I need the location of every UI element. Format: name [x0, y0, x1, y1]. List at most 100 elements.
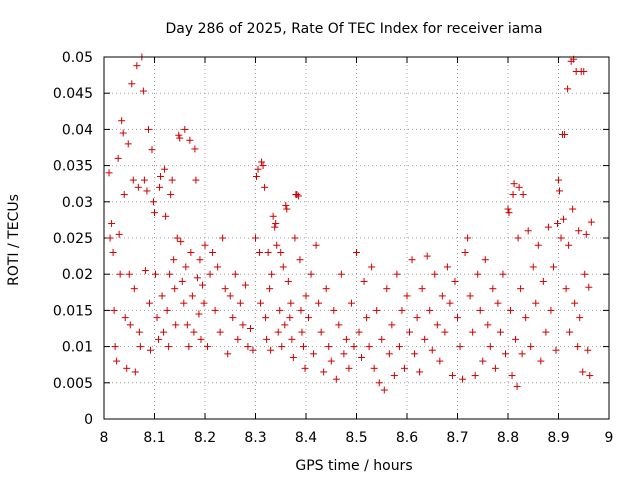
x-tick-label: 8.9 — [547, 430, 569, 446]
data-point — [479, 357, 487, 365]
data-point — [175, 131, 183, 139]
data-point — [149, 198, 157, 206]
data-point — [273, 241, 281, 249]
data-point — [236, 299, 244, 307]
data-point — [183, 321, 191, 329]
data-point — [140, 176, 148, 184]
y-tick-label: 0 — [84, 412, 93, 428]
data-point — [276, 306, 284, 314]
data-point — [330, 306, 338, 314]
data-point — [517, 285, 525, 293]
data-point — [131, 368, 139, 376]
y-tick-label: 0.04 — [62, 122, 93, 138]
data-point — [277, 248, 285, 256]
data-point — [315, 299, 323, 307]
data-point — [569, 205, 577, 213]
data-point — [167, 191, 175, 199]
data-point — [289, 353, 297, 361]
data-point — [286, 314, 294, 322]
data-point — [466, 292, 474, 300]
data-point — [574, 343, 582, 351]
data-point — [214, 263, 222, 271]
data-point — [244, 343, 252, 351]
data-point — [325, 343, 333, 351]
data-point — [216, 328, 224, 336]
axis-ticks: 8 8.1 8.2 8.3 8.4 8.5 8.6 8.7 8.8 8.9 9 0 0.005 0.01 0… — [53, 50, 614, 446]
data-point — [148, 146, 156, 154]
y-tick-label: 0.03 — [62, 195, 93, 211]
data-point — [283, 205, 291, 213]
data-point — [130, 285, 138, 293]
data-point — [110, 306, 118, 314]
x-tick-label: 8.2 — [194, 430, 216, 446]
data-point — [368, 263, 376, 271]
data-point — [139, 87, 147, 95]
data-point — [539, 277, 547, 285]
data-point — [537, 357, 545, 365]
data-point — [165, 343, 173, 351]
data-point — [529, 263, 537, 271]
data-point — [224, 350, 232, 358]
data-point — [269, 212, 277, 220]
data-point — [327, 357, 335, 365]
data-point — [198, 281, 206, 289]
data-point — [166, 270, 174, 278]
data-point — [143, 187, 151, 195]
data-point — [534, 241, 542, 249]
data-point — [170, 256, 178, 264]
data-point — [307, 270, 315, 278]
data-point — [310, 350, 318, 358]
data-point — [507, 306, 515, 314]
x-tick-label: 8.8 — [497, 430, 519, 446]
data-point — [519, 191, 527, 199]
data-point — [201, 241, 209, 249]
data-point — [418, 285, 426, 293]
data-point — [192, 176, 200, 184]
data-point — [136, 343, 144, 351]
data-point — [106, 234, 114, 242]
data-point — [416, 368, 424, 376]
data-point — [221, 285, 229, 293]
data-point — [197, 335, 205, 343]
y-tick-label: 0.015 — [53, 303, 93, 319]
data-point — [438, 292, 446, 300]
data-point — [446, 299, 454, 307]
x-tick-label: 8.4 — [295, 430, 317, 446]
data-point — [411, 350, 419, 358]
data-point — [188, 292, 196, 300]
data-point — [231, 270, 239, 278]
data-point — [395, 343, 403, 351]
data-point — [544, 223, 552, 231]
data-point — [190, 328, 198, 336]
data-point — [254, 165, 262, 173]
data-point — [443, 263, 451, 271]
data-point — [515, 183, 523, 191]
data-point — [562, 285, 570, 293]
data-point — [146, 346, 154, 354]
data-point — [560, 215, 568, 223]
data-point — [576, 314, 584, 322]
data-point — [555, 176, 562, 184]
data-point — [556, 187, 564, 195]
data-point — [553, 220, 561, 228]
data-point — [204, 343, 212, 351]
data-point — [322, 285, 330, 293]
data-point — [171, 285, 179, 293]
data-point — [459, 375, 467, 383]
data-point — [378, 335, 386, 343]
data-point — [125, 270, 133, 278]
data-point — [549, 263, 557, 271]
y-axis-label: ROTI / TECUs — [6, 194, 22, 286]
x-tick-label: 8 — [100, 430, 109, 446]
data-point — [177, 238, 185, 246]
data-point — [172, 321, 180, 329]
data-point — [298, 328, 306, 336]
data-point — [178, 277, 186, 285]
data-point — [163, 306, 171, 314]
data-point — [186, 136, 194, 144]
data-point — [403, 292, 411, 300]
y-tick-label: 0.025 — [53, 231, 93, 247]
data-point — [524, 227, 532, 235]
data-point — [162, 212, 170, 220]
y-tick-label: 0.005 — [53, 376, 93, 392]
